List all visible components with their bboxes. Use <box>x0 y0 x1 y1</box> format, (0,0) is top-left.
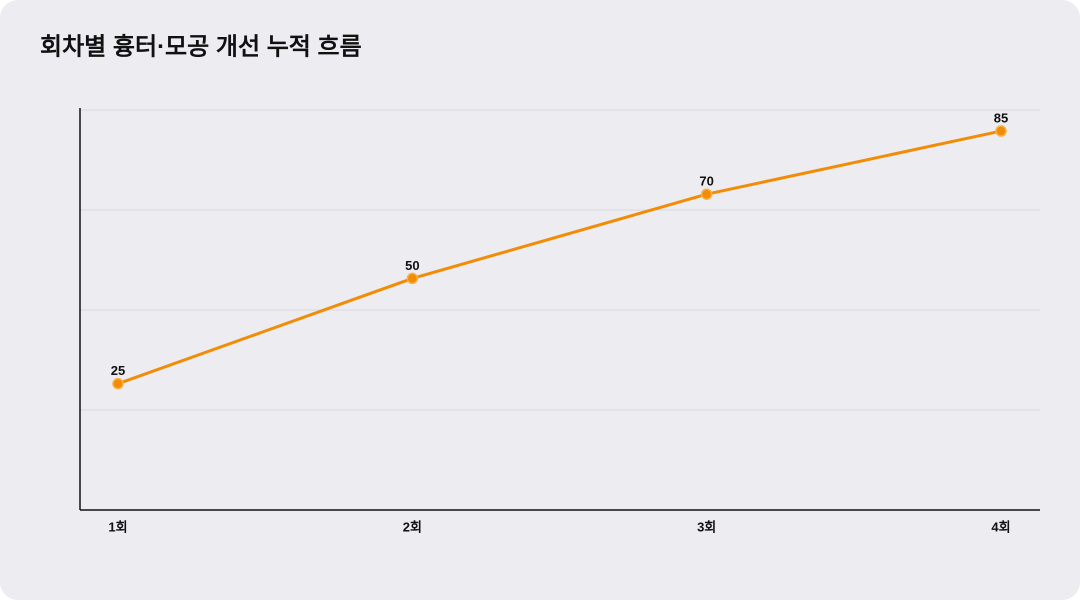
value-label: 25 <box>111 363 125 378</box>
x-tick-label: 2회 <box>403 519 422 534</box>
point <box>112 377 124 390</box>
value-label: 85 <box>994 110 1008 125</box>
point <box>995 125 1007 137</box>
value-label: 70 <box>699 174 713 189</box>
point <box>406 272 419 285</box>
chart-title: 회차별 흉터·모공 개선 누적 흐름 <box>40 33 362 60</box>
x-tick-label: 4회 <box>991 519 1010 534</box>
x-tick-label: 1회 <box>108 519 127 534</box>
x-tick-label: 3회 <box>697 519 716 534</box>
value-label: 50 <box>405 258 419 273</box>
line <box>117 129 1002 386</box>
grid <box>80 109 1040 411</box>
point <box>700 188 713 200</box>
